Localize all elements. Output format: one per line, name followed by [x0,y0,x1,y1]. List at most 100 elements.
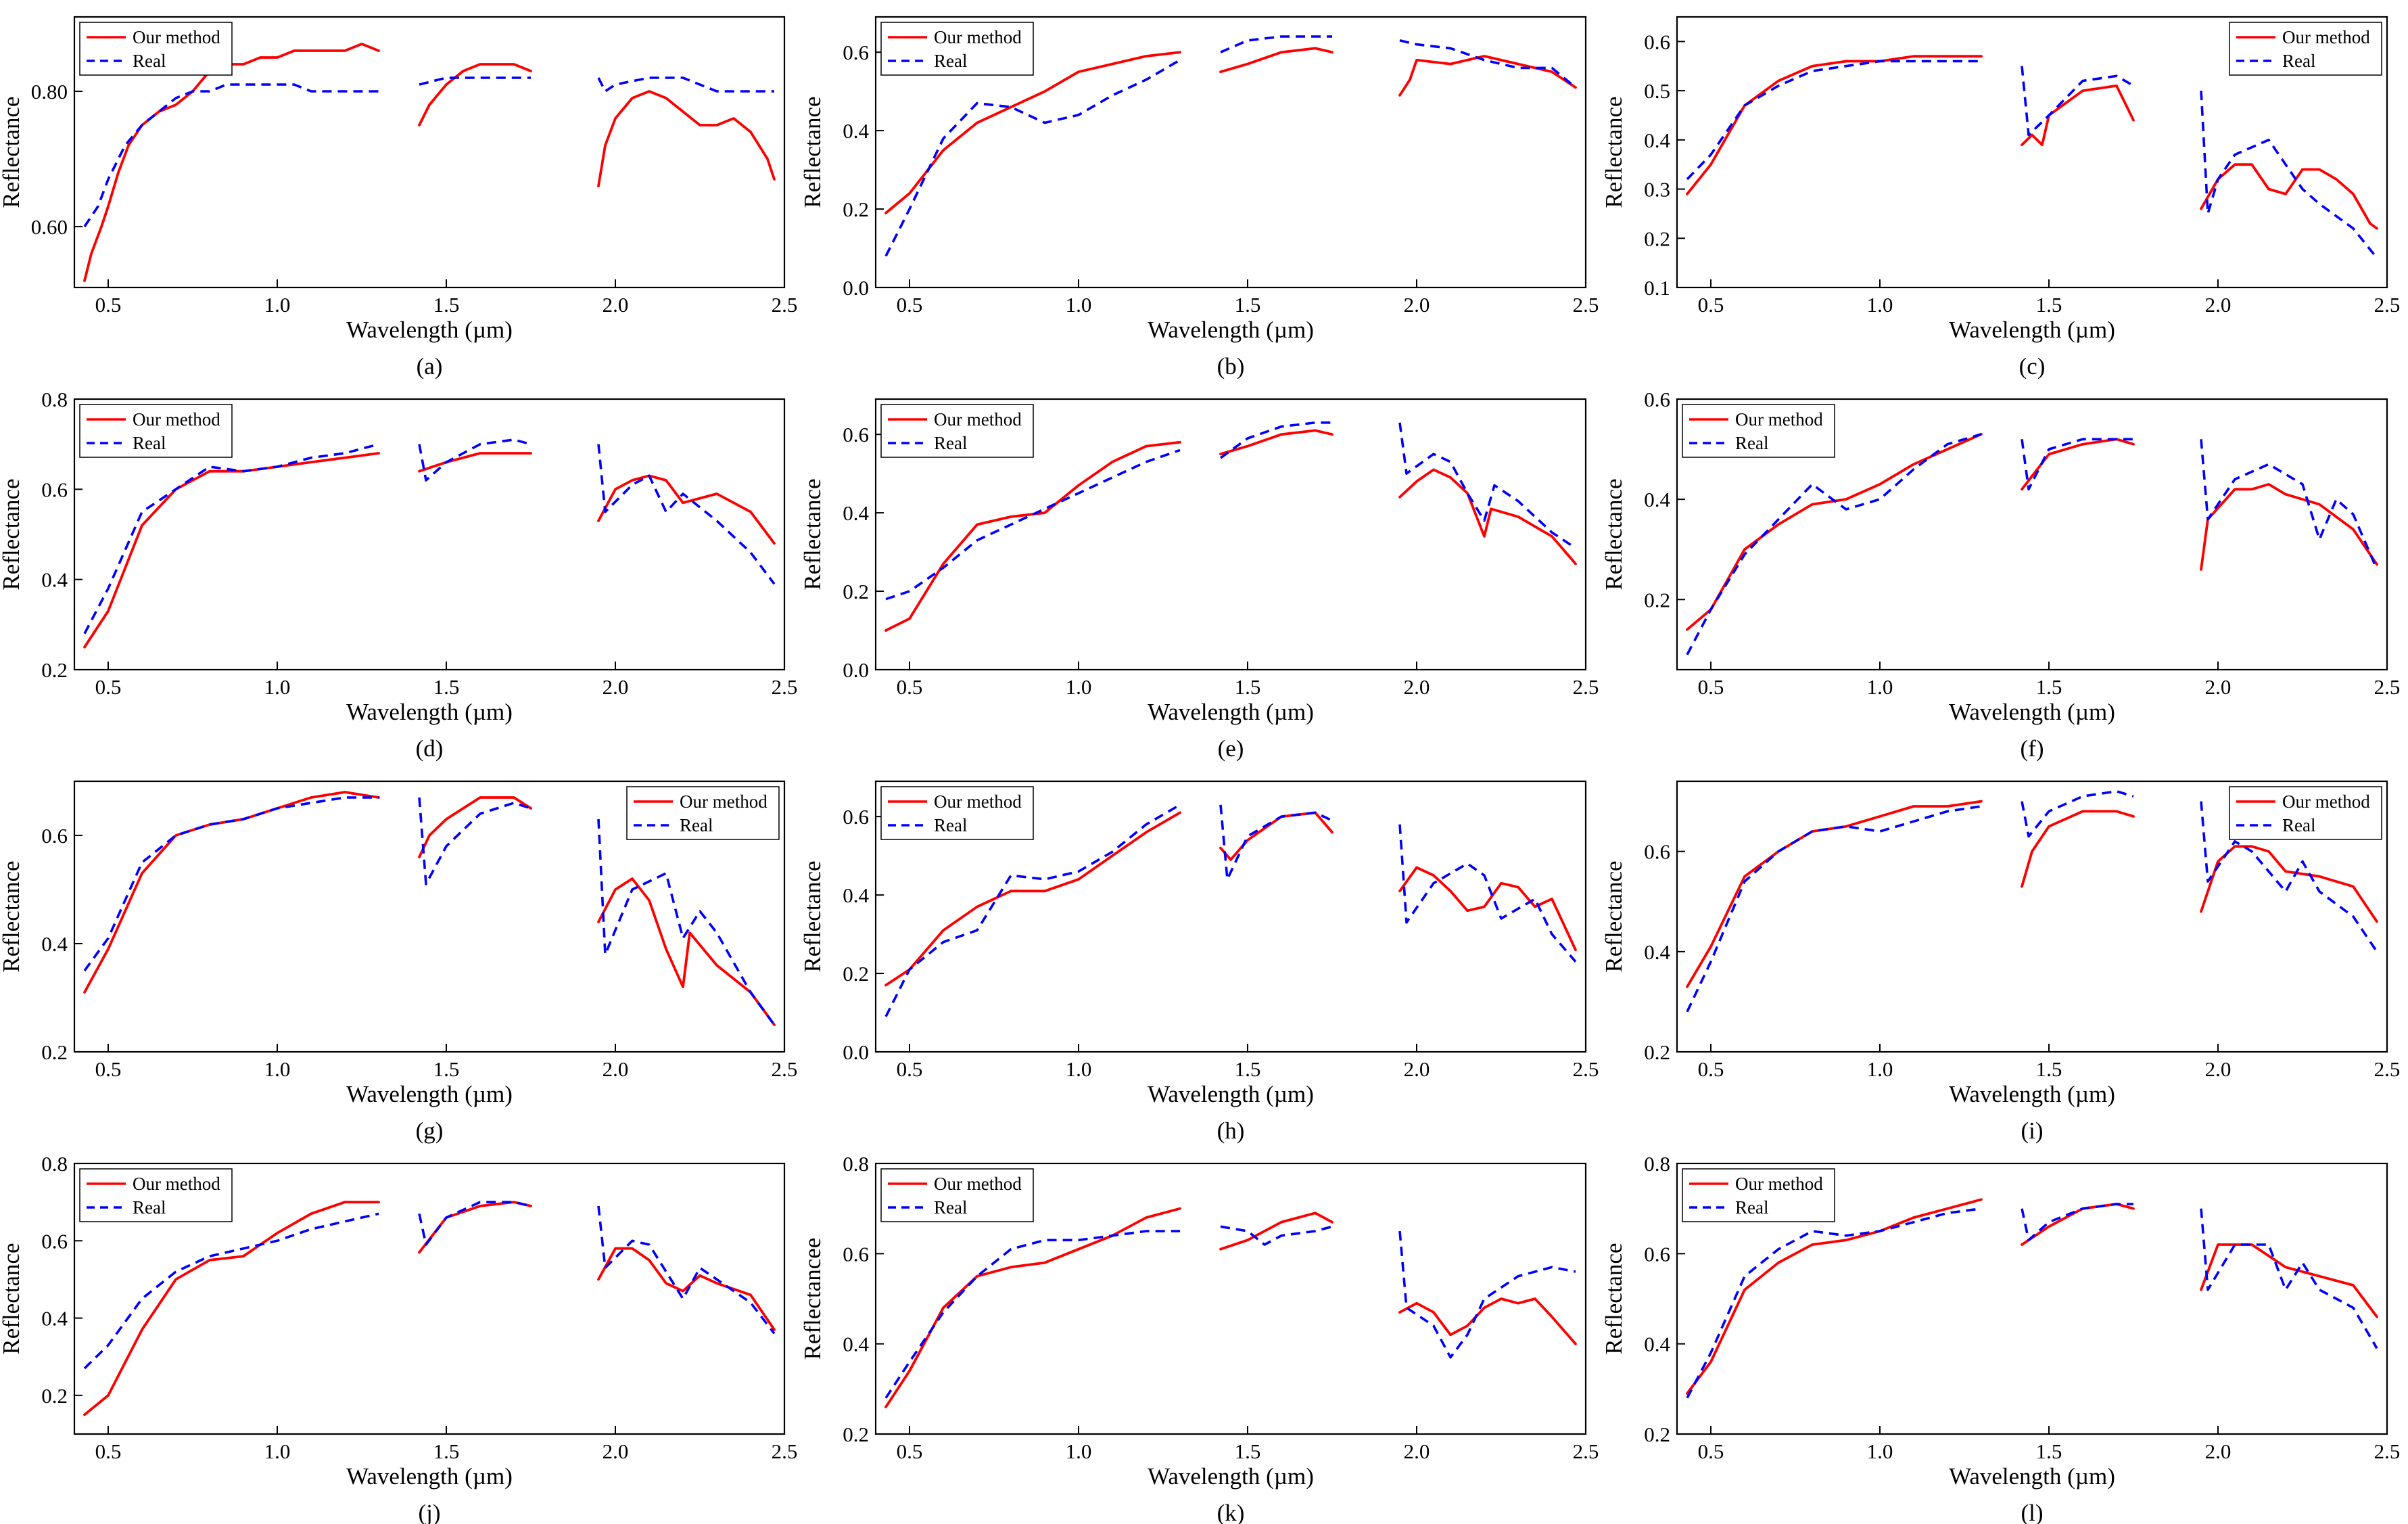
x-tick-label: 2.5 [772,675,798,699]
legend-entry-label: Real [2282,815,2315,835]
x-tick-label: 0.5 [95,1057,122,1081]
y-tick-label: 0.2 [1644,1040,1670,1064]
y-tick-label: 0.0 [843,1040,869,1064]
method-series-line [1686,1198,1983,1395]
plot-area-frame [874,1162,1587,1435]
x-tick-label: 0.5 [897,1439,923,1463]
y-tick-label: 0.6 [843,805,869,829]
real-series-line [2200,439,2378,570]
y-axis-label: Reflectance [0,96,24,208]
x-tick-label: 1.5 [433,1057,460,1081]
method-series-line [597,90,776,187]
real-series-line [597,1205,776,1335]
real-series-line [2200,91,2378,259]
method-series-line [597,877,776,1026]
legend-entry-label: Our method [680,791,768,812]
x-tick-label: 0.5 [1698,293,1724,317]
x-tick-label: 2.0 [603,1439,629,1463]
y-tick-label: 0.4 [843,1333,869,1356]
method-series-line [418,63,532,126]
x-tick-label: 1.0 [1066,675,1092,699]
method-series-line [2200,1243,2378,1318]
legend-box [1682,404,1835,458]
real-series-line [418,797,532,885]
legend-entry-label: Real [133,433,166,453]
x-axis-label: Wavelength (µm) [1148,317,1314,343]
y-axis-label: Reflectance [799,860,826,972]
x-tick-label: 0.5 [1698,675,1724,699]
y-axis-label: Reflectance [1601,1243,1627,1354]
y-axis-label: Reflectance [799,478,826,590]
real-series-line [885,448,1181,601]
x-tick-label: 2.0 [603,675,629,699]
chart-panel: 0.5 1.0 1.5 2.0 2.5 0.2 0.4 0.6 Wavelength (µm) R… [1601,780,2400,1144]
real-series-line [1220,1225,1333,1246]
real-series-line [2021,1203,2133,1242]
x-tick-label: 1.0 [264,1439,291,1463]
x-tick-label: 1.5 [1235,675,1261,699]
legend: Our method Real [880,404,1034,458]
method-series-line [1398,1297,1577,1345]
x-tick-label: 2.5 [1573,1439,1599,1463]
legend: Our method Real [79,404,233,458]
y-tick-label: 0.4 [1644,488,1670,511]
method-series-line [597,1247,776,1331]
legend-box [880,786,1034,840]
legend: Our method Real [79,22,233,76]
panel-label: (j) [418,1500,440,1524]
legend-box [79,1168,233,1222]
real-series-line [884,59,1181,257]
y-tick-label: 0.80 [31,80,68,103]
method-series-line [1398,866,1577,952]
plot-area-frame [874,780,1587,1053]
x-tick-label: 0.5 [1698,1439,1724,1463]
method-series-line [2200,163,2378,230]
y-tick-label: 0.4 [1644,1333,1670,1356]
y-tick-label: 0.2 [843,198,869,221]
real-series-line [83,83,379,227]
real-series-line [1398,422,1576,549]
panel-label: (i) [2021,1117,2043,1144]
real-series-line [419,76,531,86]
method-series-line [418,1201,532,1254]
x-tick-label: 2.0 [2205,1057,2232,1081]
chart-panel: 0.5 1.0 1.5 2.0 2.5 0.0 0.2 0.4 0.6 Wavelength (µ… [799,780,1599,1144]
legend-entry-label: Our method [133,1174,220,1194]
legend-entry-label: Our method [133,409,220,430]
real-series-line [1686,433,1982,655]
method-series-line [884,811,1181,987]
method-series-line [1219,47,1333,74]
legend: Our method Real [880,786,1034,840]
y-tick-label: 0.4 [1644,940,1670,964]
real-series-line [1398,824,1577,963]
y-tick-label: 0.2 [843,962,869,986]
x-tick-label: 2.5 [1573,675,1599,699]
panel-label: (b) [1217,353,1245,379]
y-tick-label: 0.6 [1644,30,1670,53]
real-series-line [1220,35,1332,53]
y-tick-label: 0.4 [843,119,869,143]
y-tick-label: 0.2 [41,1384,68,1408]
y-axis-label: Reflectance [799,96,826,208]
plot-area-frame [1676,16,2388,289]
x-axis-label: Wavelength (µm) [346,1081,513,1107]
x-tick-label: 0.5 [897,293,923,317]
x-tick-label: 1.5 [433,1439,460,1463]
x-tick-label: 2.0 [2205,293,2232,317]
legend-entry-label: Our method [934,409,1022,430]
y-tick-label: 0.2 [843,580,869,603]
x-tick-label: 2.0 [2205,675,2232,699]
y-tick-label: 0.6 [843,423,869,446]
x-tick-label: 2.5 [2374,1439,2401,1463]
y-tick-label: 0.4 [843,883,869,907]
legend-box [1682,1168,1835,1222]
plot-area-frame [73,16,786,289]
x-tick-label: 1.5 [433,293,460,317]
legend-box [2229,22,2382,76]
method-series-line [1219,811,1333,861]
panel-label: (g) [416,1117,444,1144]
x-axis-label: Wavelength (µm) [1949,1081,2115,1107]
legend-entry-label: Our method [1735,1174,1823,1194]
legend-box [2229,786,2382,840]
plot-area-frame [73,1162,786,1435]
